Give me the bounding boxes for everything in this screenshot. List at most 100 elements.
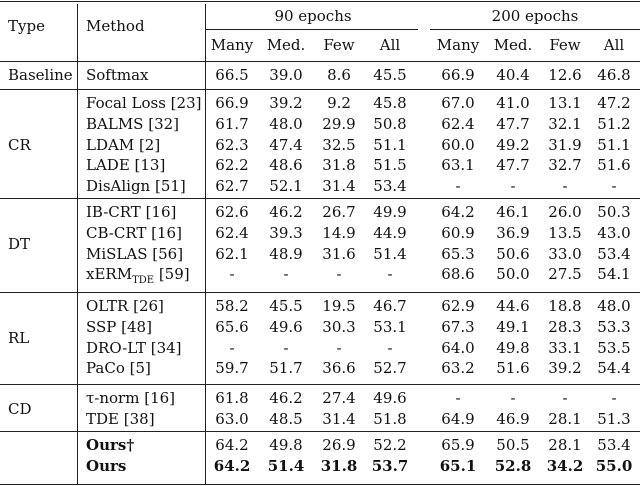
value-cell: 19.5 (322, 297, 356, 315)
method-label: TDE [38] (86, 409, 155, 428)
value-cell: 47.7 (496, 156, 530, 175)
value-cell: - (562, 389, 568, 407)
value-cell: 53.1 (373, 317, 407, 336)
value-cell: 50.5 (496, 436, 530, 454)
value-cell: 62.6 (215, 203, 249, 221)
value-cell: 33.1 (548, 338, 582, 357)
method-name: DRO-LT [34] (86, 338, 182, 358)
header-group-200-epochs: 200 epochs (491, 7, 579, 25)
method-label: Focal Loss [23] (86, 94, 202, 112)
method-values-separator (205, 4, 206, 484)
value-cell: 66.9 (441, 66, 475, 84)
value-cell: 13.5 (548, 223, 582, 242)
method-name: DisAlign [51] (86, 176, 186, 196)
value-cell: 61.8 (215, 389, 249, 407)
value-cell: 33.0 (548, 244, 582, 263)
value-cell: 51.4 (267, 456, 305, 475)
value-cell: 32.5 (322, 135, 356, 154)
value-cell: 63.0 (215, 409, 249, 428)
method-label: LADE [13] (86, 156, 166, 175)
value-cell: 52.2 (373, 436, 407, 454)
method-label: SSP [48] (86, 317, 152, 336)
value-cell: 64.2 (213, 456, 251, 475)
value-cell: 64.2 (215, 436, 249, 454)
method-label: DisAlign [51] (86, 177, 186, 196)
value-cell: 39.2 (269, 94, 303, 112)
method-name: Softmax (86, 65, 149, 85)
method-name: τ-norm [16] (86, 388, 175, 408)
method-name: CB-CRT [16] (86, 223, 182, 243)
value-cell: 12.6 (548, 66, 582, 84)
value-cell: 46.2 (269, 389, 303, 407)
method-label: τ-norm [16] (86, 389, 176, 407)
method-label: Ours (86, 456, 127, 475)
value-cell: - (562, 177, 568, 196)
method-label: Softmax (86, 66, 149, 84)
value-cell: - (510, 389, 516, 407)
method-label: CB-CRT [16] (86, 223, 182, 242)
value-cell: 48.0 (597, 297, 631, 315)
header-group-90-epochs: 90 epochs (274, 7, 352, 25)
value-cell: 34.2 (546, 456, 584, 475)
value-cell: 49.1 (496, 317, 530, 336)
value-cell: 40.4 (496, 66, 530, 84)
header-method: Method (86, 17, 145, 35)
value-cell: 28.1 (548, 436, 582, 454)
value-cell: 59.7 (215, 359, 249, 378)
value-cell: 49.9 (373, 203, 407, 221)
value-cell: 28.1 (548, 409, 582, 428)
value-cell: 13.1 (548, 94, 582, 112)
value-cell: 46.1 (496, 203, 530, 221)
value-cell: 67.0 (441, 94, 475, 112)
value-cell: 54.1 (597, 265, 631, 284)
value-cell: 31.8 (322, 156, 356, 175)
value-cell: 53.4 (597, 436, 631, 454)
value-cell: - (510, 177, 516, 196)
value-cell: - (283, 265, 289, 284)
method-label: OLTR [26] (86, 297, 164, 315)
value-cell: - (229, 265, 235, 284)
value-cell: 60.9 (441, 223, 475, 242)
value-cell: 51.6 (496, 359, 530, 378)
value-cell: 39.0 (269, 66, 303, 84)
value-cell: 60.0 (441, 135, 475, 154)
value-cell: 46.8 (597, 66, 631, 84)
value-cell: 31.4 (322, 177, 356, 196)
column-header: All (379, 36, 401, 54)
method-name: SSP [48] (86, 317, 152, 337)
value-cell: 51.8 (373, 409, 407, 428)
value-cell: 47.4 (269, 135, 303, 154)
value-cell: 52.8 (494, 456, 532, 475)
value-cell: 53.5 (597, 338, 631, 357)
value-cell: 62.4 (215, 223, 249, 242)
header-type: Type (8, 17, 45, 35)
value-cell: 39.2 (548, 359, 582, 378)
value-cell: 51.1 (597, 135, 631, 154)
value-cell: 41.0 (496, 94, 530, 112)
method-reference: [59] (154, 265, 190, 284)
group-label: CD (8, 399, 32, 418)
value-cell: 58.2 (215, 297, 249, 315)
value-cell: 62.4 (441, 114, 475, 133)
method-label: MiSLAS [56] (86, 244, 184, 263)
value-cell: 51.7 (269, 359, 303, 378)
value-cell: 36.9 (496, 223, 530, 242)
value-cell: 8.6 (327, 66, 351, 84)
value-cell: 30.3 (322, 317, 356, 336)
column-header: Few (323, 36, 355, 54)
method-name: xERMTDE [59] (86, 264, 190, 291)
group-rule (0, 384, 640, 385)
value-cell: 64.0 (441, 338, 475, 357)
value-cell: 61.7 (215, 114, 249, 133)
value-cell: 52.1 (269, 177, 303, 196)
value-cell: 26.7 (322, 203, 356, 221)
value-cell: 51.5 (373, 156, 407, 175)
method-name: LADE [13] (86, 155, 165, 175)
method-name: TDE [38] (86, 409, 155, 429)
group-rule (0, 292, 640, 293)
value-cell: 49.8 (496, 338, 530, 357)
header-rule (0, 61, 640, 62)
value-cell: 26.9 (322, 436, 356, 454)
value-cell: 48.0 (269, 114, 303, 133)
value-cell: - (283, 338, 289, 357)
